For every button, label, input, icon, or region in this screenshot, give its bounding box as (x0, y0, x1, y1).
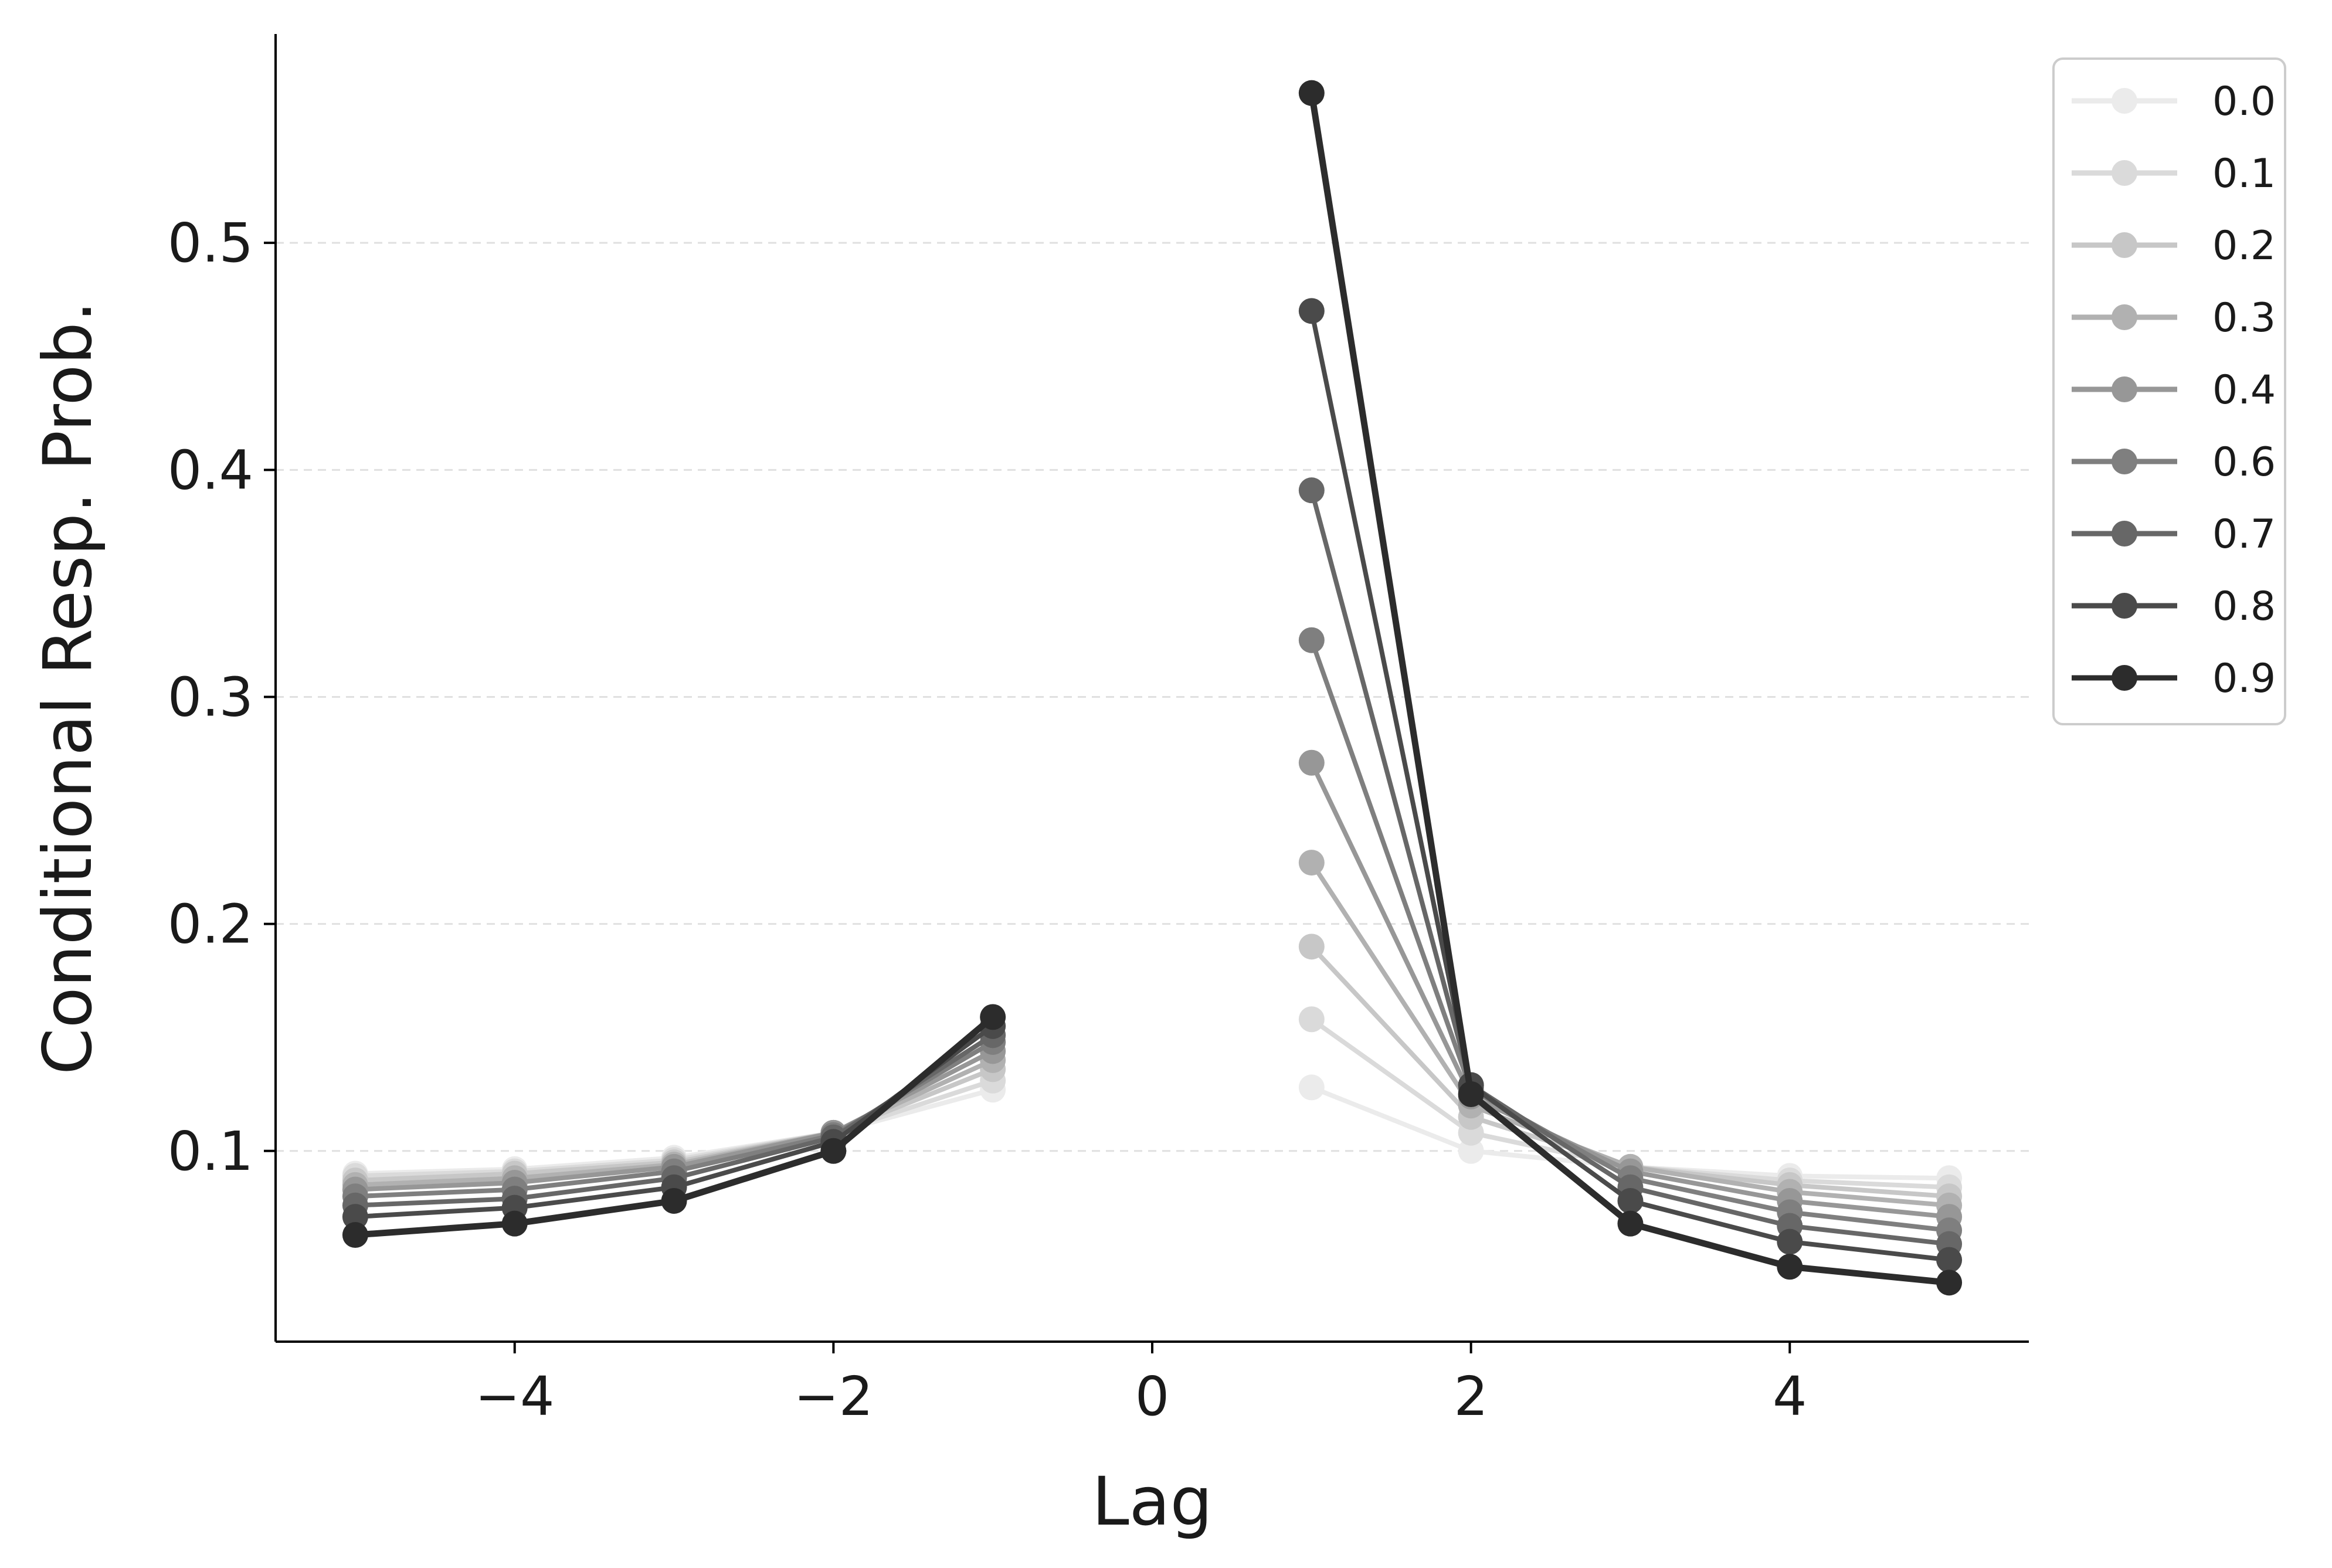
data-point (1777, 1254, 1803, 1280)
legend-entry: 0.9 (2072, 656, 2276, 702)
x-ticks: −4 −2 0 2 4 (475, 1342, 1807, 1428)
legend-swatch-marker (2112, 88, 2137, 114)
series-line (1309, 762, 1950, 1220)
legend-swatch-marker (2112, 160, 2137, 186)
y-tick-label: 0.4 (168, 439, 253, 501)
legend-label: 0.2 (2212, 223, 2276, 269)
data-point (1298, 627, 1325, 653)
legend-swatch-marker (2112, 376, 2137, 402)
legend-label: 0.4 (2212, 367, 2276, 413)
y-tick-label: 0.2 (168, 893, 253, 956)
data-point (661, 1187, 687, 1214)
legend-entry: 0.3 (2072, 295, 2276, 341)
series-0.9 (342, 80, 1963, 1296)
data-point (1617, 1187, 1644, 1214)
data-point (1298, 1006, 1325, 1033)
data-point (501, 1210, 528, 1237)
legend-label: 0.1 (2212, 151, 2276, 197)
x-tick-label: 0 (1135, 1365, 1170, 1428)
series-0.2 (342, 934, 1963, 1210)
x-tick-label: −2 (794, 1365, 874, 1428)
legend-swatch-marker (2112, 232, 2137, 258)
series-line (1309, 490, 1950, 1247)
y-axis-label: Conditional Resp. Prob. (29, 301, 107, 1075)
legend-label: 0.0 (2212, 79, 2276, 125)
data-point (1298, 934, 1325, 960)
legend-entry: 0.8 (2072, 583, 2276, 630)
y-ticks: 0.1 0.2 0.3 0.4 0.5 (168, 212, 276, 1183)
x-tick-label: 2 (1454, 1365, 1488, 1428)
data-point (1458, 1081, 1484, 1108)
legend-entry: 0.1 (2072, 151, 2276, 197)
data-point (1298, 298, 1325, 324)
data-point (342, 1204, 368, 1230)
legend-swatch-marker (2112, 521, 2137, 547)
legend-entry: 0.0 (2072, 79, 2276, 125)
data-point (1298, 749, 1325, 776)
data-point (1617, 1210, 1644, 1237)
data-point (1298, 477, 1325, 504)
data-point (1298, 80, 1325, 106)
y-tick-label: 0.5 (168, 212, 253, 274)
series-0.8 (342, 298, 1963, 1273)
legend-swatch-marker (2112, 304, 2137, 330)
legend-label: 0.8 (2212, 583, 2276, 630)
legend-swatch-marker (2112, 449, 2137, 474)
legend-entry: 0.7 (2072, 511, 2276, 558)
data-point (1777, 1228, 1803, 1255)
legend: 0.0 0.1 0.2 0.3 0.4 0.6 0.7 0.8 0.9 (2052, 57, 2286, 725)
series-line (1309, 639, 1950, 1233)
data-point (1458, 1138, 1484, 1164)
legend-swatch-marker (2112, 593, 2137, 619)
data-point (820, 1138, 847, 1164)
y-tick-label: 0.1 (168, 1120, 253, 1183)
x-axis-label: Lag (1092, 1462, 1213, 1540)
data-point (980, 1004, 1006, 1030)
series-layer (342, 80, 1963, 1296)
series-line (1309, 310, 1950, 1262)
legend-label: 0.7 (2212, 511, 2276, 558)
legend-entry: 0.2 (2072, 223, 2276, 269)
series-line (1308, 92, 1950, 1286)
legend-swatch-marker (2112, 665, 2137, 691)
legend-entry: 0.6 (2072, 439, 2276, 486)
legend-label: 0.3 (2212, 295, 2276, 341)
grid (276, 242, 2029, 1152)
data-point (1298, 850, 1325, 876)
legend-label: 0.9 (2212, 656, 2276, 702)
axes (274, 34, 2029, 1343)
series-0.4 (342, 749, 1963, 1230)
data-point (1936, 1270, 1963, 1296)
series-0.7 (342, 477, 1963, 1257)
data-point (342, 1222, 368, 1248)
data-point (1936, 1247, 1963, 1273)
y-tick-label: 0.3 (168, 666, 253, 728)
data-point (1298, 1074, 1325, 1101)
legend-entry: 0.4 (2072, 367, 2276, 413)
x-tick-label: −4 (475, 1365, 555, 1428)
x-tick-label: 4 (1773, 1365, 1807, 1428)
legend-label: 0.6 (2212, 439, 2276, 486)
